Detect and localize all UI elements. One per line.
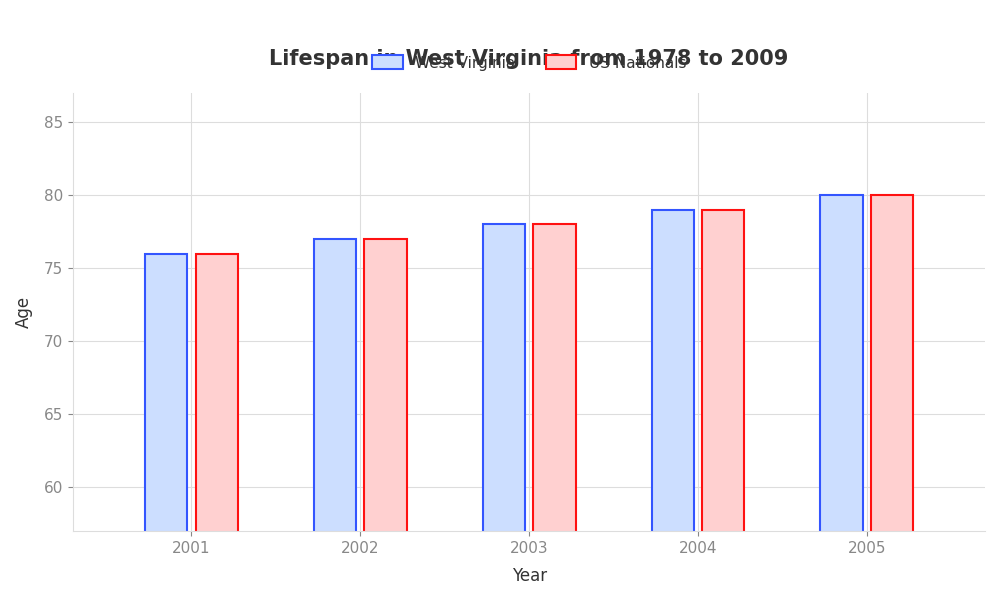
Bar <box>871 195 913 600</box>
Bar <box>364 239 407 600</box>
Bar <box>820 195 863 600</box>
Bar <box>483 224 525 600</box>
Bar <box>145 254 187 600</box>
Bar <box>702 209 744 600</box>
Bar <box>196 254 238 600</box>
Title: Lifespan in West Virginia from 1978 to 2009: Lifespan in West Virginia from 1978 to 2… <box>269 49 789 69</box>
Bar <box>652 209 694 600</box>
Bar <box>314 239 356 600</box>
Legend: West Virginia, US Nationals: West Virginia, US Nationals <box>365 48 694 78</box>
Y-axis label: Age: Age <box>15 296 33 328</box>
Bar <box>533 224 576 600</box>
X-axis label: Year: Year <box>512 567 547 585</box>
